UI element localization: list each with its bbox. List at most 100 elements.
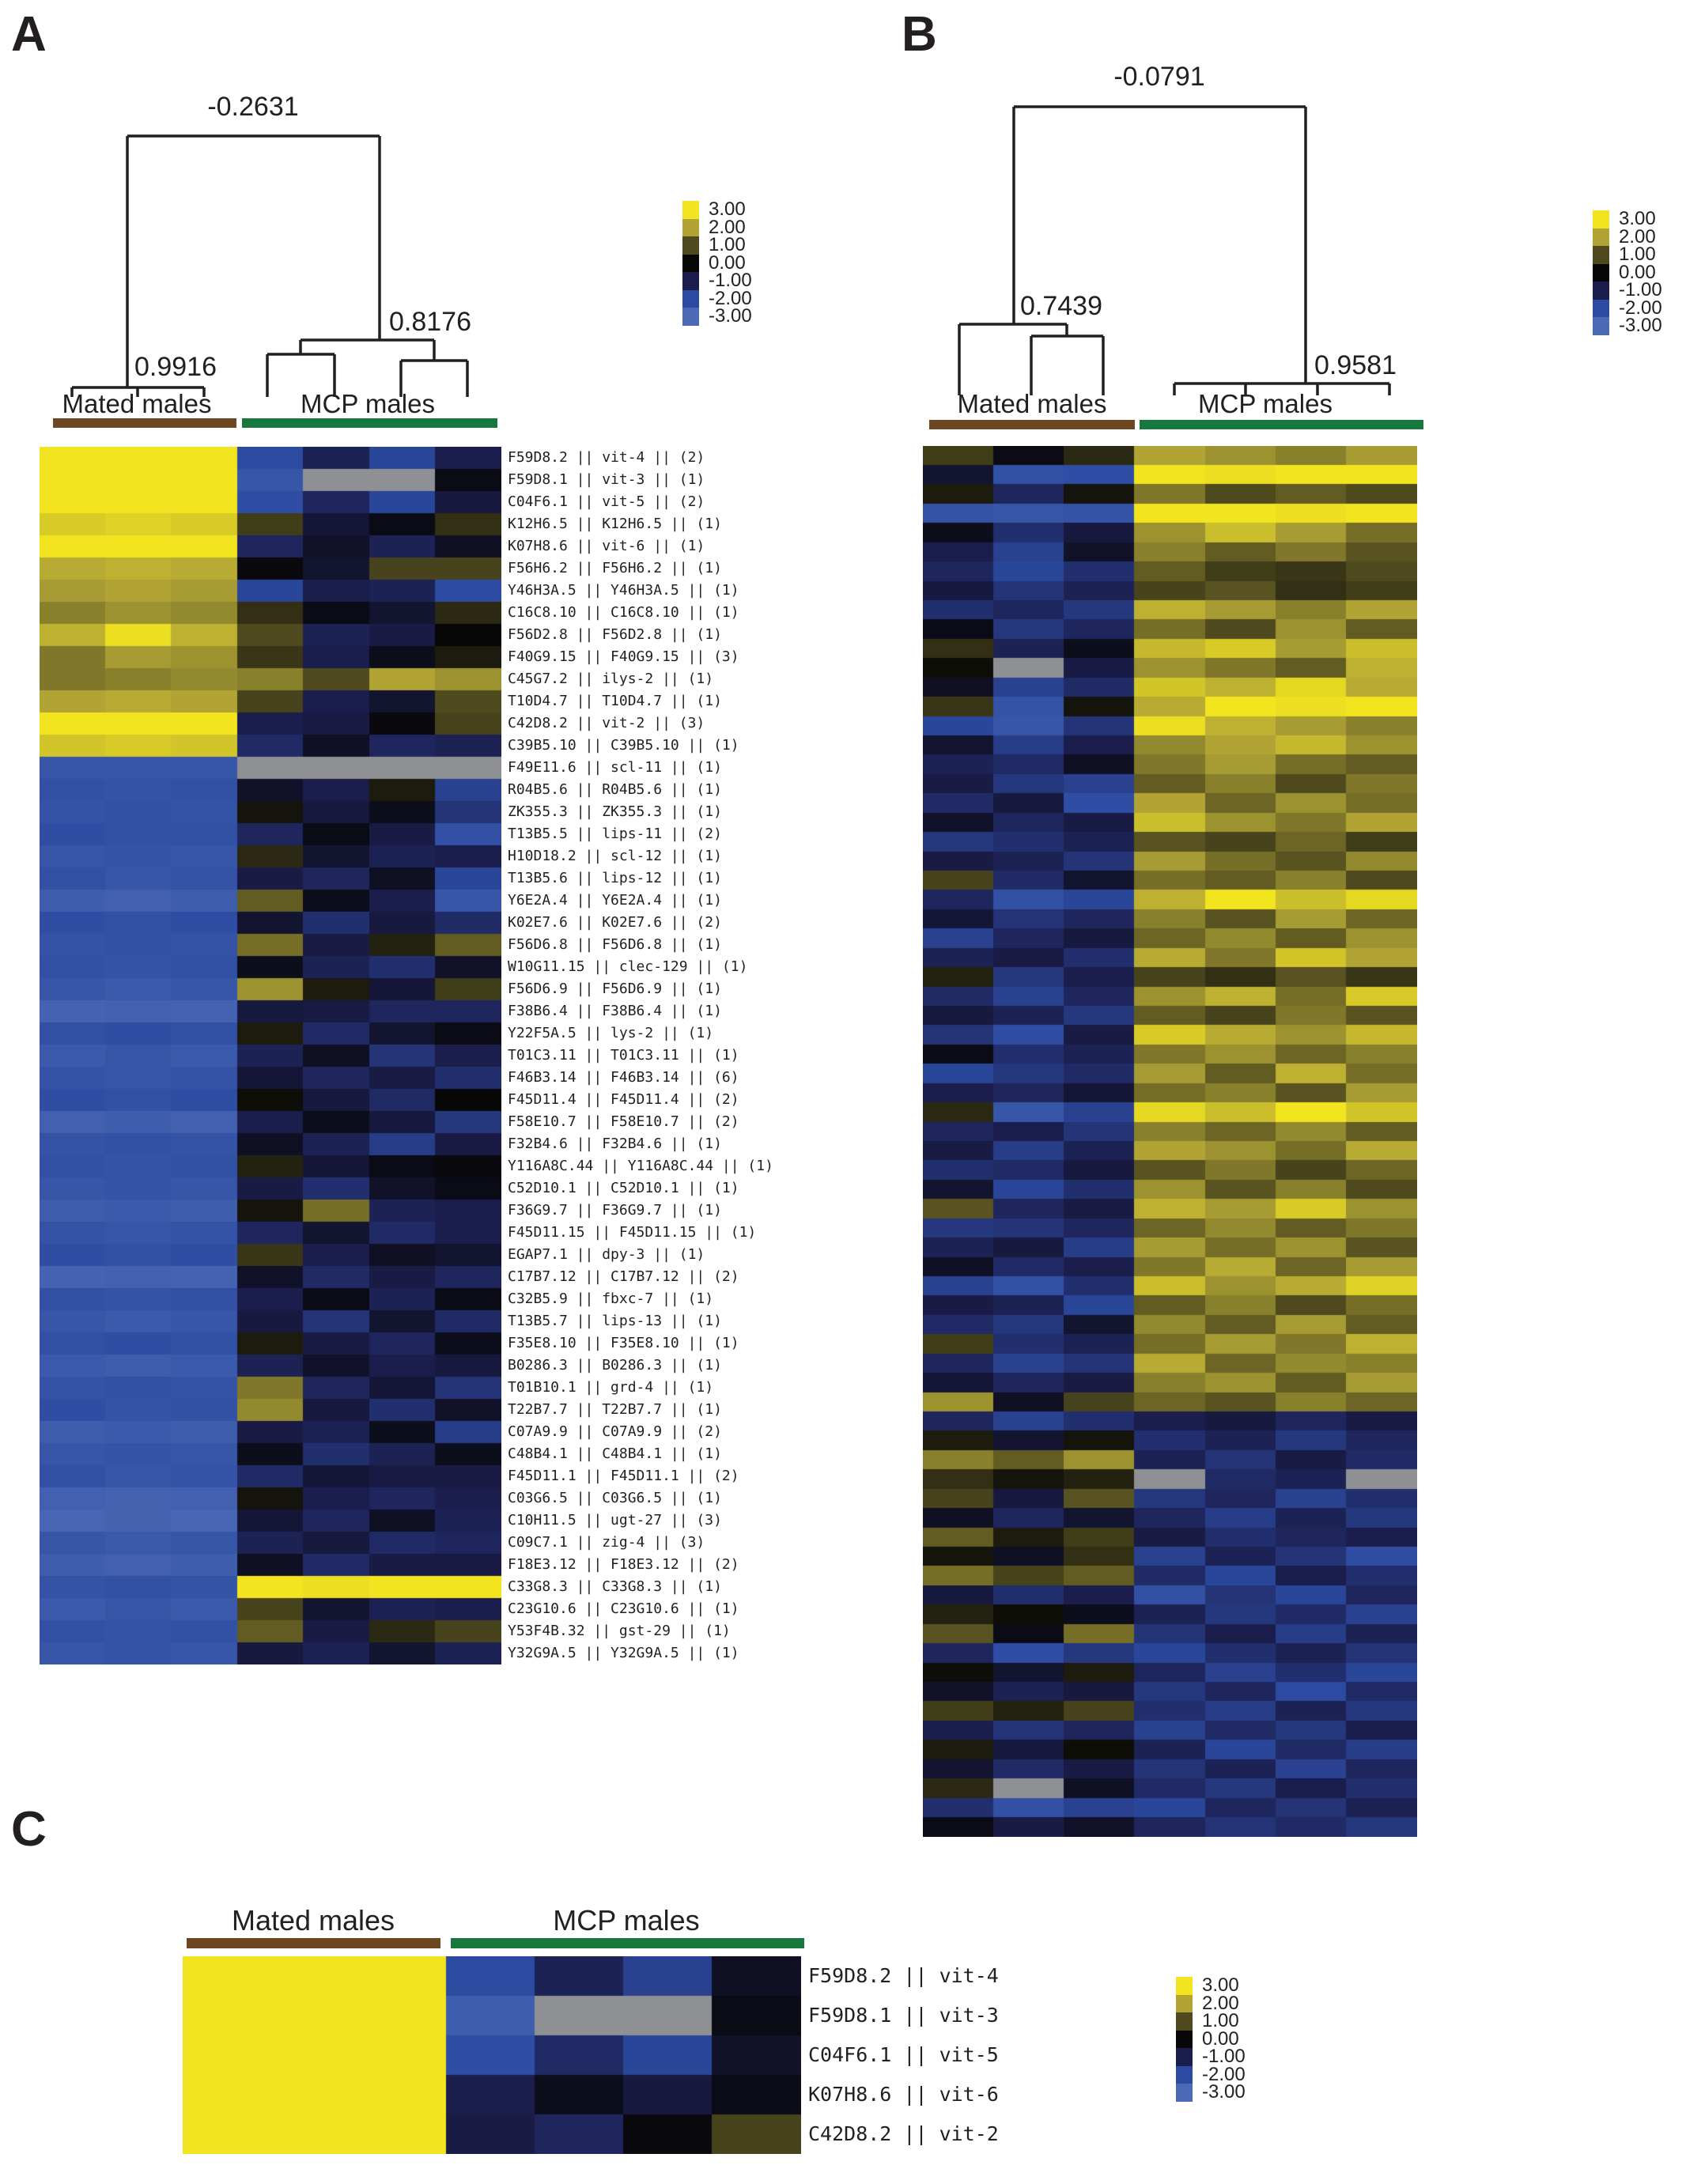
dendrogram-right-value: 0.8176 — [389, 307, 471, 337]
legend-row: 2.00 — [682, 216, 752, 238]
panel-a-gene-label-list: F59D8.2 || vit-4 || (2) F59D8.1 || vit-3 … — [508, 447, 840, 1664]
gene-label: F46B3.14 || F46B3.14 || (6) — [508, 1069, 739, 1086]
legend-row: 1.00 — [1176, 2012, 1246, 2031]
panel-a-dendrogram: -0.2631 0.9916 0.8176 — [70, 92, 471, 397]
legend-row: -3.00 — [682, 305, 752, 327]
gene-label: Y6E2A.4 || Y6E2A.4 || (1) — [508, 892, 722, 909]
gene-label: B0286.3 || B0286.3 || (1) — [508, 1357, 722, 1374]
panel-c-mated-underline — [187, 1938, 440, 1948]
legend-tick-label: 0.00 — [1202, 2027, 1239, 2050]
legend-tick-label: 3.00 — [1202, 1974, 1239, 1996]
heatmap-c-canvas — [183, 1956, 801, 2154]
legend-swatch — [682, 272, 699, 290]
legend-row: -3.00 — [1593, 315, 1662, 336]
legend-tick-label: -3.00 — [1202, 2081, 1246, 2103]
dendrogram-root-value: -0.0791 — [1113, 62, 1204, 92]
panel-c-mated-label: Mated males — [231, 1904, 395, 1937]
dendrogram-left-value: 0.9916 — [134, 352, 217, 382]
panel-c-gene-label-list: F59D8.2 || vit-4 F59D8.1 || vit-3 C04F6.1 … — [808, 1956, 1140, 2154]
gene-label: K12H6.5 || K12H6.5 || (1) — [508, 516, 722, 532]
legend-row: 0.00 — [1176, 2027, 1246, 2050]
panel-b-mcp-underline — [1140, 420, 1423, 429]
gene-label: T13B5.5 || lips-11 || (2) — [508, 826, 722, 842]
legend-row: 3.00 — [682, 198, 752, 220]
gene-label: C07A9.9 || C07A9.9 || (2) — [508, 1423, 722, 1440]
panel-a-mated-label: Mated males — [62, 389, 212, 418]
legend-row: 1.00 — [682, 236, 752, 255]
gene-label: C23G10.6 || C23G10.6 || (1) — [508, 1600, 739, 1617]
panel-b-letter: B — [902, 7, 937, 62]
legend-swatch — [682, 308, 699, 326]
legend-tick-label: 2.00 — [1202, 1992, 1239, 2014]
legend-swatch — [1176, 2084, 1193, 2102]
gene-label: F38B6.4 || F38B6.4 || (1) — [508, 1003, 722, 1019]
legend-row: -2.00 — [1176, 2065, 1246, 2084]
legend-row: -1.00 — [1176, 2047, 1246, 2066]
dendrogram-mcp-branch — [266, 136, 469, 397]
legend-row: 0.00 — [682, 253, 752, 272]
legend-tick-label: 3.00 — [709, 198, 746, 220]
legend-row: -1.00 — [682, 270, 752, 291]
gene-label: F40G9.15 || F40G9.15 || (3) — [508, 648, 739, 665]
panel-b-mated-label: Mated males — [957, 389, 1107, 418]
gene-label: EGAP7.1 || dpy-3 || (1) — [508, 1246, 705, 1263]
gene-label: H10D18.2 || scl-12 || (1) — [508, 848, 722, 864]
gene-label: Y116A8C.44 || Y116A8C.44 || (1) — [508, 1158, 773, 1174]
legend-swatch — [1176, 2012, 1193, 2031]
legend-swatch — [682, 201, 699, 219]
panel-b-color-legend: 3.00 2.00 1.00 0.00 -1.00 -2.00 -3.00 — [1593, 210, 1662, 335]
legend-tick-label: -3.00 — [1619, 315, 1662, 336]
gene-label: R04B5.6 || R04B5.6 || (1) — [508, 781, 722, 798]
gene-label: C45G7.2 || ilys-2 || (1) — [508, 671, 714, 687]
legend-swatch — [682, 289, 699, 308]
gene-label: Y32G9A.5 || Y32G9A.5 || (1) — [508, 1645, 739, 1661]
legend-swatch — [1176, 2030, 1193, 2048]
legend-tick-label: 1.00 — [1619, 244, 1656, 265]
legend-swatch — [682, 218, 699, 236]
legend-row: 3.00 — [1176, 1974, 1246, 1996]
gene-label: T13B5.7 || lips-13 || (1) — [508, 1313, 722, 1329]
gene-label: C42D8.2 || vit-2 || (3) — [508, 715, 705, 731]
gene-label: T01B10.1 || grd-4 || (1) — [508, 1379, 714, 1396]
gene-label: T01C3.11 || T01C3.11 || (1) — [508, 1047, 739, 1064]
panel-c-color-legend: 3.00 2.00 1.00 0.00 -1.00 -2.00 -3.00 — [1176, 1974, 1246, 2103]
legend-tick-label: 3.00 — [1619, 208, 1656, 229]
panel-b-dendrogram: -0.0791 0.7439 0.9581 — [958, 62, 1397, 395]
panel-a-letter: A — [11, 7, 47, 62]
gene-label: C48B4.1 || C48B4.1 || (1) — [508, 1445, 722, 1462]
gene-label: C39B5.10 || C39B5.10 || (1) — [508, 737, 739, 754]
legend-tick-label: 2.00 — [709, 216, 746, 238]
gene-label: F59D8.1 || vit-3 — [808, 2004, 999, 2027]
dendrogram-left-value: 0.7439 — [1020, 291, 1102, 321]
panel-a-color-legend: 3.00 2.00 1.00 0.00 -1.00 -2.00 -3.00 — [682, 198, 752, 327]
dendrogram-mcp-branch — [1173, 107, 1391, 395]
legend-swatch — [1593, 246, 1609, 264]
legend-tick-label: -1.00 — [1619, 279, 1662, 300]
gene-label: F56D6.8 || F56D6.8 || (1) — [508, 936, 722, 953]
gene-label: C32B5.9 || fbxc-7 || (1) — [508, 1290, 714, 1307]
legend-row: 2.00 — [1593, 227, 1662, 246]
gene-label: W10G11.15 || clec-129 || (1) — [508, 958, 748, 975]
gene-label: K07H8.6 || vit-6 — [808, 2083, 999, 2106]
legend-tick-label: -2.00 — [1619, 297, 1662, 319]
gene-label: F45D11.1 || F45D11.1 || (2) — [508, 1468, 739, 1484]
legend-tick-label: -3.00 — [709, 305, 752, 327]
gene-label: F49E11.6 || scl-11 || (1) — [508, 759, 722, 776]
legend-tick-label: -1.00 — [709, 270, 752, 291]
gene-label: F18E3.12 || F18E3.12 || (2) — [508, 1556, 739, 1573]
panel-b-mated-underline — [929, 420, 1135, 429]
gene-label: C17B7.12 || C17B7.12 || (2) — [508, 1268, 739, 1285]
gene-label: C09C7.1 || zig-4 || (3) — [508, 1534, 705, 1551]
legend-tick-label: 1.00 — [1202, 2010, 1239, 2031]
legend-row: 3.00 — [1593, 210, 1662, 229]
gene-label: C04F6.1 || vit-5 || (2) — [508, 493, 705, 510]
heatmap-b-canvas — [923, 446, 1417, 1837]
gene-label: F56D6.9 || F56D6.9 || (1) — [508, 981, 722, 997]
legend-swatch — [1593, 228, 1609, 246]
legend-tick-label: 1.00 — [709, 234, 746, 255]
legend-swatch — [1176, 1977, 1193, 1995]
legend-swatch — [1593, 299, 1609, 317]
panel-c-mcp-underline — [451, 1938, 804, 1948]
legend-row: -1.00 — [1593, 279, 1662, 300]
gene-label: K07H8.6 || vit-6 || (1) — [508, 538, 705, 554]
